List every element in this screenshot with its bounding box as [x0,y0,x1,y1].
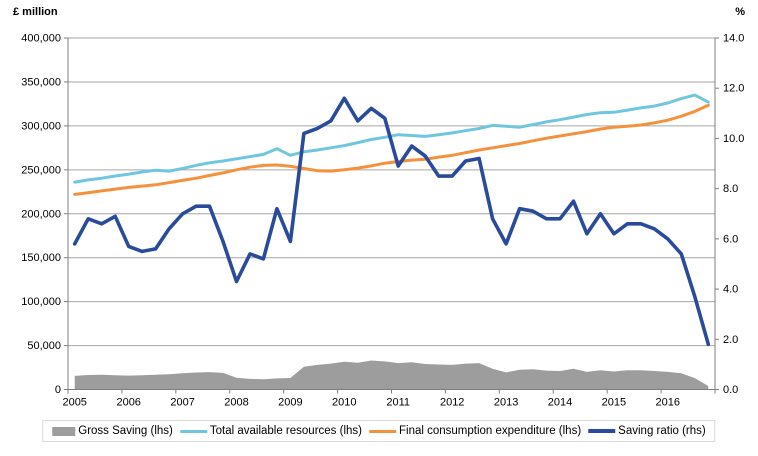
legend-line-swatch-icon [179,429,207,433]
left-axis-tick: 200,000 [21,208,61,220]
left-axis-tick: 0 [55,384,61,396]
legend-label: Final consumption expenditure (lhs) [398,425,582,437]
x-axis-year-label: 2007 [170,397,194,409]
x-axis-year-label: 2011 [386,397,410,409]
line-saving-ratio [72,96,711,347]
x-axis-year-label: 2016 [656,397,680,409]
right-axis-tick: 12.0 [723,83,744,95]
right-axis-tick-labels: 14.0 12.0 10.0 8.0 6.0 4.0 2.0 0.0 [715,33,744,396]
x-axis-year-label: 2012 [440,397,464,409]
left-axis-tick: 250,000 [21,164,61,176]
left-axis-tick: 350,000 [21,76,61,88]
line-final-consumption-expenditure [73,103,710,196]
right-axis-tick: 2.0 [723,334,738,346]
x-axis-year-label: 2005 [62,397,86,409]
legend-label: Gross Saving (lhs) [78,425,173,437]
legend-line-swatch-icon [588,429,616,433]
x-axis-year-label: 2013 [494,397,518,409]
chart-legend: Gross Saving (lhs) Total available resour… [42,420,716,442]
right-axis-tick: 10.0 [723,133,744,145]
right-axis-tick: 4.0 [723,284,738,296]
right-axis-tick: 0.0 [723,384,738,396]
left-axis-tick-labels: 400,000 350,000 300,000 250,000 200,000 150,0… [21,33,68,396]
x-axis-year-label: 2015 [602,397,626,409]
left-axis-tick: 400,000 [21,33,61,45]
legend-line-swatch-icon [368,429,396,433]
left-axis-tick: 150,000 [21,252,61,264]
x-axis-year-label: 2006 [116,397,140,409]
gridlines [68,37,715,390]
left-axis-tick: 100,000 [21,296,61,308]
right-axis-tick: 6.0 [723,233,738,245]
left-axis-tick: 50,000 [27,340,61,352]
x-axis-year-label: 2014 [548,397,572,409]
legend-item-total-available-resources-lhs: Total available resources (lhs) [179,425,362,437]
right-axis-title: % [735,6,745,18]
area-gross-saving [74,360,709,390]
x-axis-year-label: 2009 [278,397,302,409]
legend-item-gross-saving-lhs: Gross Saving (lhs) [52,425,173,437]
x-axis-tick-labels: 2005 2006 2007 2008 2009 2010 2011 2012 2013 2014… [62,389,716,409]
right-axis-tick: 14.0 [723,33,744,45]
right-axis-tick: 8.0 [723,183,738,195]
x-axis-year-label: 2010 [332,397,356,409]
x-axis-year-label: 2008 [224,397,248,409]
left-axis-tick: 300,000 [21,120,61,132]
legend-item-saving-ratio-rhs: Saving ratio (rhs) [588,425,706,437]
legend-area-swatch-icon [52,426,76,436]
left-axis-title: £ million [13,6,58,18]
legend-label: Saving ratio (rhs) [618,425,706,437]
legend-item-final-consumption-expenditure-lhs: Final consumption expenditure (lhs) [368,425,582,437]
legend-label: Total available resources (lhs) [209,425,362,437]
